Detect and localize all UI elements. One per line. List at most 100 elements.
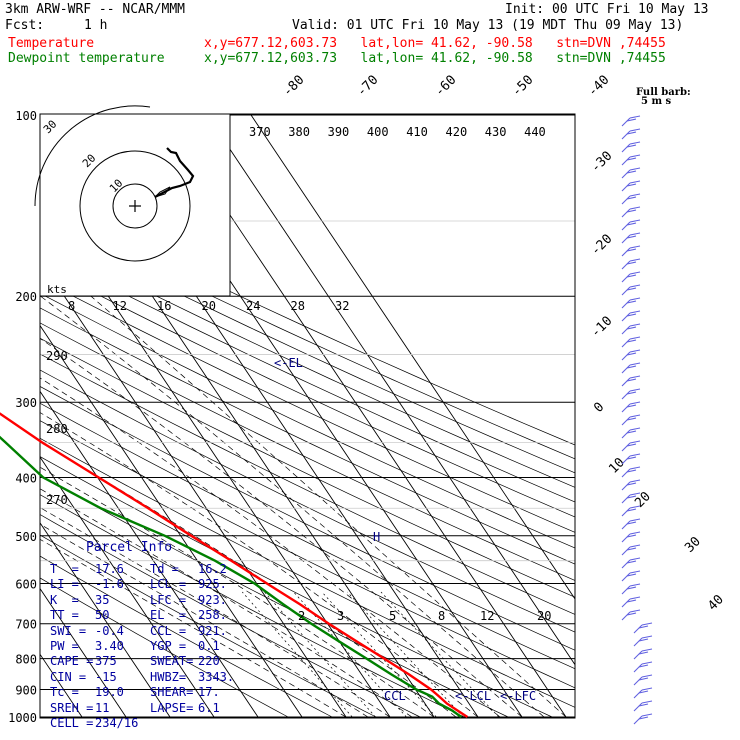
wind-barb-shaft [621, 338, 631, 348]
dewpoint-legend: Dewpoint temperature [8, 51, 165, 66]
wind-barb-flag [626, 612, 637, 616]
wind-barb-flag [629, 232, 641, 236]
plot-frame [39, 113, 576, 719]
height-label: 400 [367, 125, 389, 139]
wind-barb-shaft [621, 546, 631, 556]
wind-barb-flag [626, 170, 637, 174]
parcel-param-value: 16.2 [198, 562, 227, 576]
wind-barb-flag [641, 674, 653, 678]
wind-barb-flag [626, 235, 637, 239]
wind-barb-shaft [621, 585, 631, 595]
wind-barb-flag [638, 677, 649, 681]
dry-adiabat [40, 577, 289, 718]
wind-barb-flag [629, 284, 641, 288]
height-label: 420 [446, 125, 468, 139]
wind-barb-shaft [633, 663, 643, 673]
wind-barb-flag [638, 716, 649, 720]
moist-adiabat [40, 523, 369, 718]
parcel-param-value: 220 [198, 654, 220, 669]
pressure-tick-label: 700 [15, 618, 37, 632]
parcel-param-value: -15 [95, 669, 117, 684]
wind-barb-shaft [621, 325, 631, 335]
parcel-param-label: T = [50, 562, 79, 576]
hodograph-trace [154, 147, 195, 198]
el-label: <-EL [274, 356, 303, 370]
parcel-param-label: CCL = [150, 623, 187, 638]
theta-label: 270 [46, 493, 68, 507]
wind-barb-flag [626, 287, 637, 291]
isotherm [40, 587, 127, 718]
isotherm [40, 324, 303, 718]
isotherm-label: -40 [585, 73, 612, 100]
parcel-param-label: YGP = [150, 639, 187, 653]
wind-barb-shaft [621, 117, 631, 127]
wind-barb-shaft [621, 273, 631, 283]
wind-barb-flag [626, 469, 637, 473]
wind-barb-shaft [621, 390, 631, 400]
wind-barb-flag [626, 586, 637, 590]
wind-barb-flag [626, 534, 637, 538]
wind-barb-flag [626, 404, 637, 408]
isotherm-label: -60 [432, 73, 459, 100]
pressure-tick-label: 400 [15, 471, 37, 485]
parcel-param-label: CELL = [50, 716, 94, 730]
pressure-tick-label: 500 [15, 530, 37, 544]
wind-barb-flag [626, 144, 637, 148]
mixing-ratio-label: 12 [480, 609, 494, 623]
pressure-tick-label: 1000 [8, 711, 37, 725]
isotherm [40, 521, 171, 718]
parcel-param-label: HWBZ= [150, 669, 187, 684]
wind-barb-flag [626, 417, 637, 421]
parcel-param-value: 234/16 [95, 716, 139, 730]
speed-label: 32 [335, 299, 349, 313]
wind-barb-flag [629, 453, 641, 457]
wind-barb-flag [626, 222, 637, 226]
parcel-param-value: 6.1 [198, 700, 220, 715]
wind-barb-shaft [633, 650, 643, 660]
wind-barb-flag [629, 297, 641, 301]
wind-barb-flag [629, 583, 641, 587]
lcl-label: <-LCL [455, 689, 491, 703]
wind-barb-shaft [621, 221, 631, 231]
speed-label: 20 [202, 299, 216, 313]
wind-barb-flag [638, 690, 649, 694]
level-marker: H [373, 530, 380, 544]
wind-barb-flag [626, 261, 637, 265]
ccl-label: CCL [384, 689, 406, 703]
parcel-param-label: CAPE = [50, 654, 94, 669]
parcel-param-label: SWI = [50, 623, 87, 638]
forecast-value: 1 h [84, 18, 108, 33]
lfc-label: <-LFC [500, 689, 536, 703]
parcel-param-value: 925. [198, 577, 227, 592]
wind-barb-flag [638, 703, 649, 707]
mixing-ratio-line [380, 591, 500, 718]
wind-barb-flag [641, 713, 653, 717]
isotherm-label: 20 [632, 489, 654, 511]
wind-barb-shaft [621, 234, 631, 244]
storm-motion-marker [154, 186, 171, 198]
wind-barb-flag [626, 183, 637, 187]
parcel-param-value: 11 [95, 700, 110, 715]
wind-barb-shaft [633, 676, 643, 686]
wind-barb-flag [629, 427, 641, 431]
moist-adiabat [40, 338, 523, 718]
parcel-param-value: 3.40 [95, 639, 124, 653]
wind-barb-flag [626, 352, 637, 356]
wind-barb-flag [626, 573, 637, 577]
parcel-param-label: K = [50, 592, 79, 607]
pressure-tick-label: 900 [15, 683, 37, 697]
wind-barb-flag [626, 131, 637, 135]
wind-barb-shaft [621, 455, 631, 465]
wind-barb-flag [629, 128, 641, 132]
parcel-param-label: TT = [50, 608, 79, 623]
wind-barb-shaft [621, 520, 631, 530]
moist-adiabat [40, 507, 391, 718]
wind-barb-flag [626, 157, 637, 161]
hodograph-ring [112, 183, 158, 229]
wind-barb-flag [626, 547, 637, 551]
wind-barb-shaft [621, 429, 631, 439]
wind-barb-shaft [621, 494, 631, 504]
pressure-tick-label: 200 [15, 290, 37, 304]
speed-label: 8 [68, 299, 75, 313]
